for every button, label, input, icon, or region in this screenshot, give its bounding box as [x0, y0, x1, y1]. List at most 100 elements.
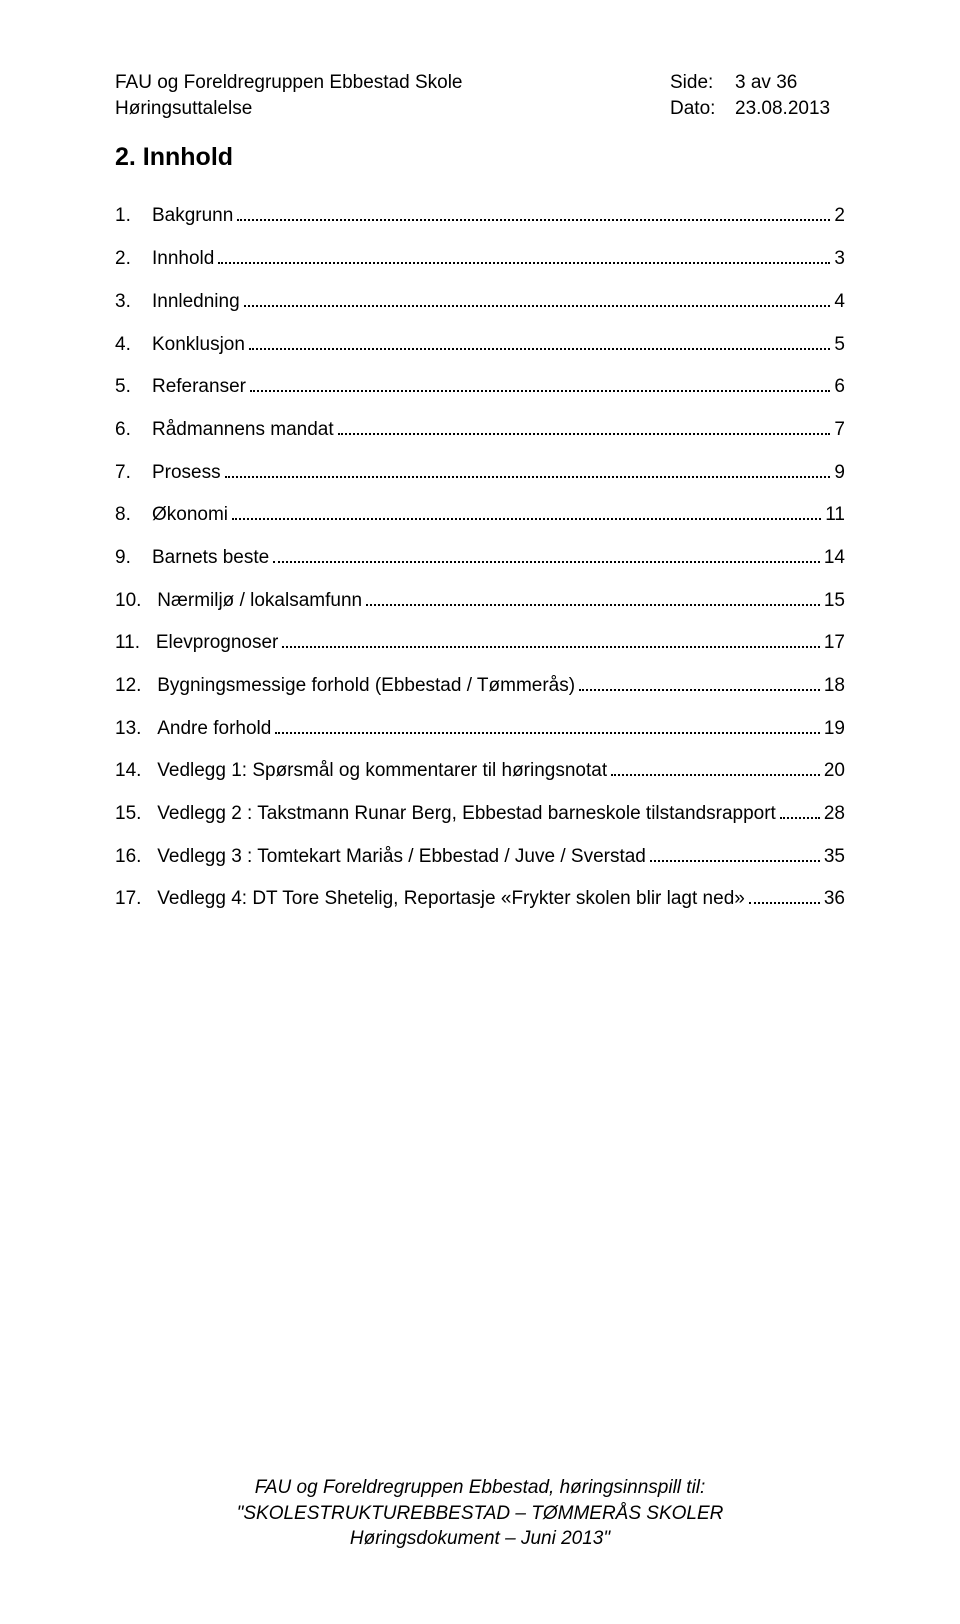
toc-number: 10. — [115, 590, 157, 612]
toc-number: 13. — [115, 718, 157, 740]
toc-leader-dots — [780, 802, 820, 819]
toc-label: Bygningsmessige forhold (Ebbestad / Tømm… — [157, 675, 575, 697]
toc-row: 10. Nærmiljø / lokalsamfunn 15 — [115, 588, 845, 611]
footer-line-1: FAU og Foreldregruppen Ebbestad, hørings… — [0, 1475, 960, 1501]
header-left: FAU og Foreldregruppen Ebbestad Skole Hø… — [115, 70, 463, 121]
toc-leader-dots — [232, 503, 821, 520]
page: FAU og Foreldregruppen Ebbestad Skole Hø… — [0, 0, 960, 1624]
toc-page-number: 3 — [834, 248, 845, 270]
toc-row: 16. Vedlegg 3 : Tomtekart Mariås / Ebbes… — [115, 845, 845, 868]
toc-leader-dots — [237, 204, 830, 221]
toc-number: 5. — [115, 376, 152, 398]
toc-leader-dots — [579, 674, 820, 691]
toc-label: Elevprognoser — [156, 632, 279, 654]
toc-number: 14. — [115, 760, 157, 782]
toc-number: 15. — [115, 803, 157, 825]
toc-row: 7. Prosess 9 — [115, 460, 845, 483]
page-footer: FAU og Foreldregruppen Ebbestad, hørings… — [0, 1475, 960, 1552]
toc-row: 13. Andre forhold 19 — [115, 717, 845, 740]
toc-row: 3. Innledning 4 — [115, 290, 845, 313]
toc-page-number: 28 — [824, 803, 845, 825]
toc-page-number: 36 — [824, 888, 845, 910]
toc-number: 6. — [115, 419, 152, 441]
toc-page-number: 5 — [834, 334, 845, 356]
toc-row: 11. Elevprognoser 17 — [115, 631, 845, 654]
header-side-row: Side: 3 av 36 — [670, 70, 845, 96]
toc-number: 17. — [115, 888, 157, 910]
header-side-label: Side: — [670, 70, 735, 96]
toc-row: 17. Vedlegg 4: DT Tore Shetelig, Reporta… — [115, 887, 845, 910]
toc-number: 8. — [115, 504, 152, 526]
header-side-value: 3 av 36 — [735, 70, 845, 96]
toc-label: Andre forhold — [157, 718, 271, 740]
header-date-value: 23.08.2013 — [735, 96, 845, 122]
footer-line-2: "SKOLESTRUKTUREBBESTAD – TØMMERÅS SKOLER — [0, 1501, 960, 1527]
toc-row: 6. Rådmannens mandat 7 — [115, 418, 845, 441]
toc-page-number: 6 — [834, 376, 845, 398]
toc-label: Økonomi — [152, 504, 228, 526]
toc-leader-dots — [273, 546, 820, 563]
toc-page-number: 15 — [824, 590, 845, 612]
toc-leader-dots — [366, 588, 820, 605]
table-of-contents: 1. Bakgrunn 2 2. Innhold 3 3. Innledning 4 4. … — [115, 204, 845, 910]
toc-page-number: 20 — [824, 760, 845, 782]
toc-number: 16. — [115, 846, 157, 868]
toc-label: Vedlegg 3 : Tomtekart Mariås / Ebbestad … — [157, 846, 646, 868]
toc-leader-dots — [282, 631, 819, 648]
toc-leader-dots — [275, 717, 820, 734]
toc-number: 12. — [115, 675, 157, 697]
header-date-label: Dato: — [670, 96, 735, 122]
toc-label: Bakgrunn — [152, 205, 233, 227]
toc-number: 2. — [115, 248, 152, 270]
toc-label: Konklusjon — [152, 334, 245, 356]
toc-row: 5. Referanser 6 — [115, 375, 845, 398]
toc-leader-dots — [244, 290, 831, 307]
toc-number: 11. — [115, 632, 156, 654]
toc-leader-dots — [749, 887, 820, 904]
toc-page-number: 19 — [824, 718, 845, 740]
toc-leader-dots — [338, 418, 831, 435]
toc-leader-dots — [249, 332, 831, 349]
toc-row: 14. Vedlegg 1: Spørsmål og kommentarer t… — [115, 759, 845, 782]
toc-label: Vedlegg 1: Spørsmål og kommentarer til h… — [157, 760, 607, 782]
header-org: FAU og Foreldregruppen Ebbestad Skole — [115, 70, 463, 96]
toc-row: 12. Bygningsmessige forhold (Ebbestad / … — [115, 674, 845, 697]
toc-row: 8. Økonomi11 — [115, 503, 845, 526]
toc-page-number: 9 — [834, 462, 845, 484]
toc-row: 1. Bakgrunn 2 — [115, 204, 845, 227]
toc-row: 4. Konklusjon 5 — [115, 332, 845, 355]
toc-label: Referanser — [152, 376, 246, 398]
toc-number: 7. — [115, 462, 152, 484]
toc-page-number: 4 — [834, 291, 845, 313]
toc-leader-dots — [611, 759, 820, 776]
toc-number: 4. — [115, 334, 152, 356]
toc-label: Nærmiljø / lokalsamfunn — [157, 590, 362, 612]
toc-number: 9. — [115, 547, 152, 569]
toc-number: 1. — [115, 205, 152, 227]
toc-label: Vedlegg 2 : Takstmann Runar Berg, Ebbest… — [157, 803, 776, 825]
toc-page-number: 2 — [834, 205, 845, 227]
toc-label: Vedlegg 4: DT Tore Shetelig, Reportasje … — [157, 888, 745, 910]
page-header: FAU og Foreldregruppen Ebbestad Skole Hø… — [115, 70, 845, 121]
toc-row: 9. Barnets beste 14 — [115, 546, 845, 569]
toc-label: Innhold — [152, 248, 214, 270]
toc-page-number: 35 — [824, 846, 845, 868]
toc-label: Innledning — [152, 291, 240, 313]
toc-leader-dots — [218, 247, 830, 264]
footer-line-3: Høringsdokument – Juni 2013" — [0, 1526, 960, 1552]
toc-row: 2. Innhold 3 — [115, 247, 845, 270]
header-right: Side: 3 av 36 Dato: 23.08.2013 — [670, 70, 845, 121]
toc-page-number: 17 — [824, 632, 845, 654]
toc-row: 15. Vedlegg 2 : Takstmann Runar Berg, Eb… — [115, 802, 845, 825]
toc-label: Prosess — [152, 462, 221, 484]
toc-page-number: 7 — [834, 419, 845, 441]
header-date-row: Dato: 23.08.2013 — [670, 96, 845, 122]
toc-page-number: 14 — [824, 547, 845, 569]
toc-page-number: 18 — [824, 675, 845, 697]
toc-leader-dots — [225, 460, 831, 477]
section-title: 2. Innhold — [115, 143, 845, 172]
toc-number: 3. — [115, 291, 152, 313]
toc-leader-dots — [650, 845, 820, 862]
toc-label: Rådmannens mandat — [152, 419, 334, 441]
toc-label: Barnets beste — [152, 547, 269, 569]
